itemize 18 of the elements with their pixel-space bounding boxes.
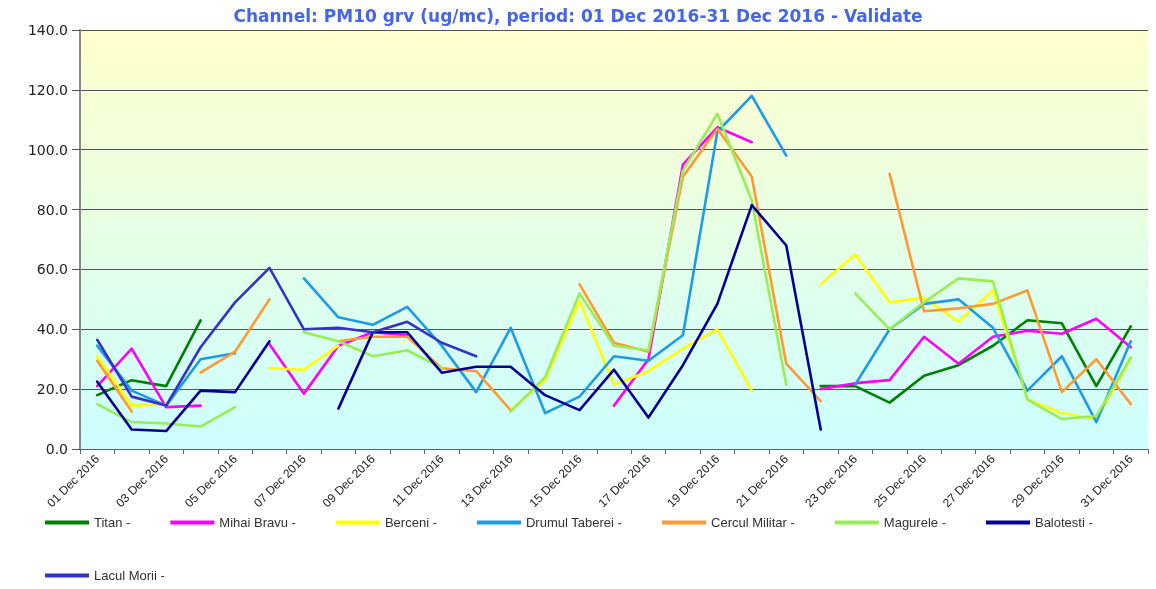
legend-label: Cercul Militar - [711, 515, 795, 530]
y-tick-label: 100.0 [27, 141, 68, 158]
y-tick-label: 0.0 [45, 441, 68, 457]
y-tick-label: 120.0 [27, 81, 68, 98]
legend-label: Balotesti - [1034, 515, 1093, 530]
y-tick-label: 20.0 [36, 381, 68, 398]
y-tick-label: 40.0 [36, 321, 68, 338]
chart-title: Channel: PM10 grv (ug/mc), period: 01 Dec 2016-31 Dec 2016 - Validate [233, 5, 923, 26]
legend-label: Mihai Bravu - [219, 515, 296, 530]
y-tick-label: 60.0 [36, 261, 68, 278]
legend-label: Lacul Morii - [94, 568, 165, 583]
legend-label: Titan - [94, 515, 131, 530]
line-series [95, 266, 478, 407]
legend-label: Magurele - [883, 515, 946, 530]
y-tick-label: 140.0 [27, 22, 68, 38]
y-tick-label: 80.0 [36, 201, 68, 218]
legend-label: Berceni - [384, 515, 437, 530]
legend-label: Drumul Taberei - [525, 515, 622, 530]
